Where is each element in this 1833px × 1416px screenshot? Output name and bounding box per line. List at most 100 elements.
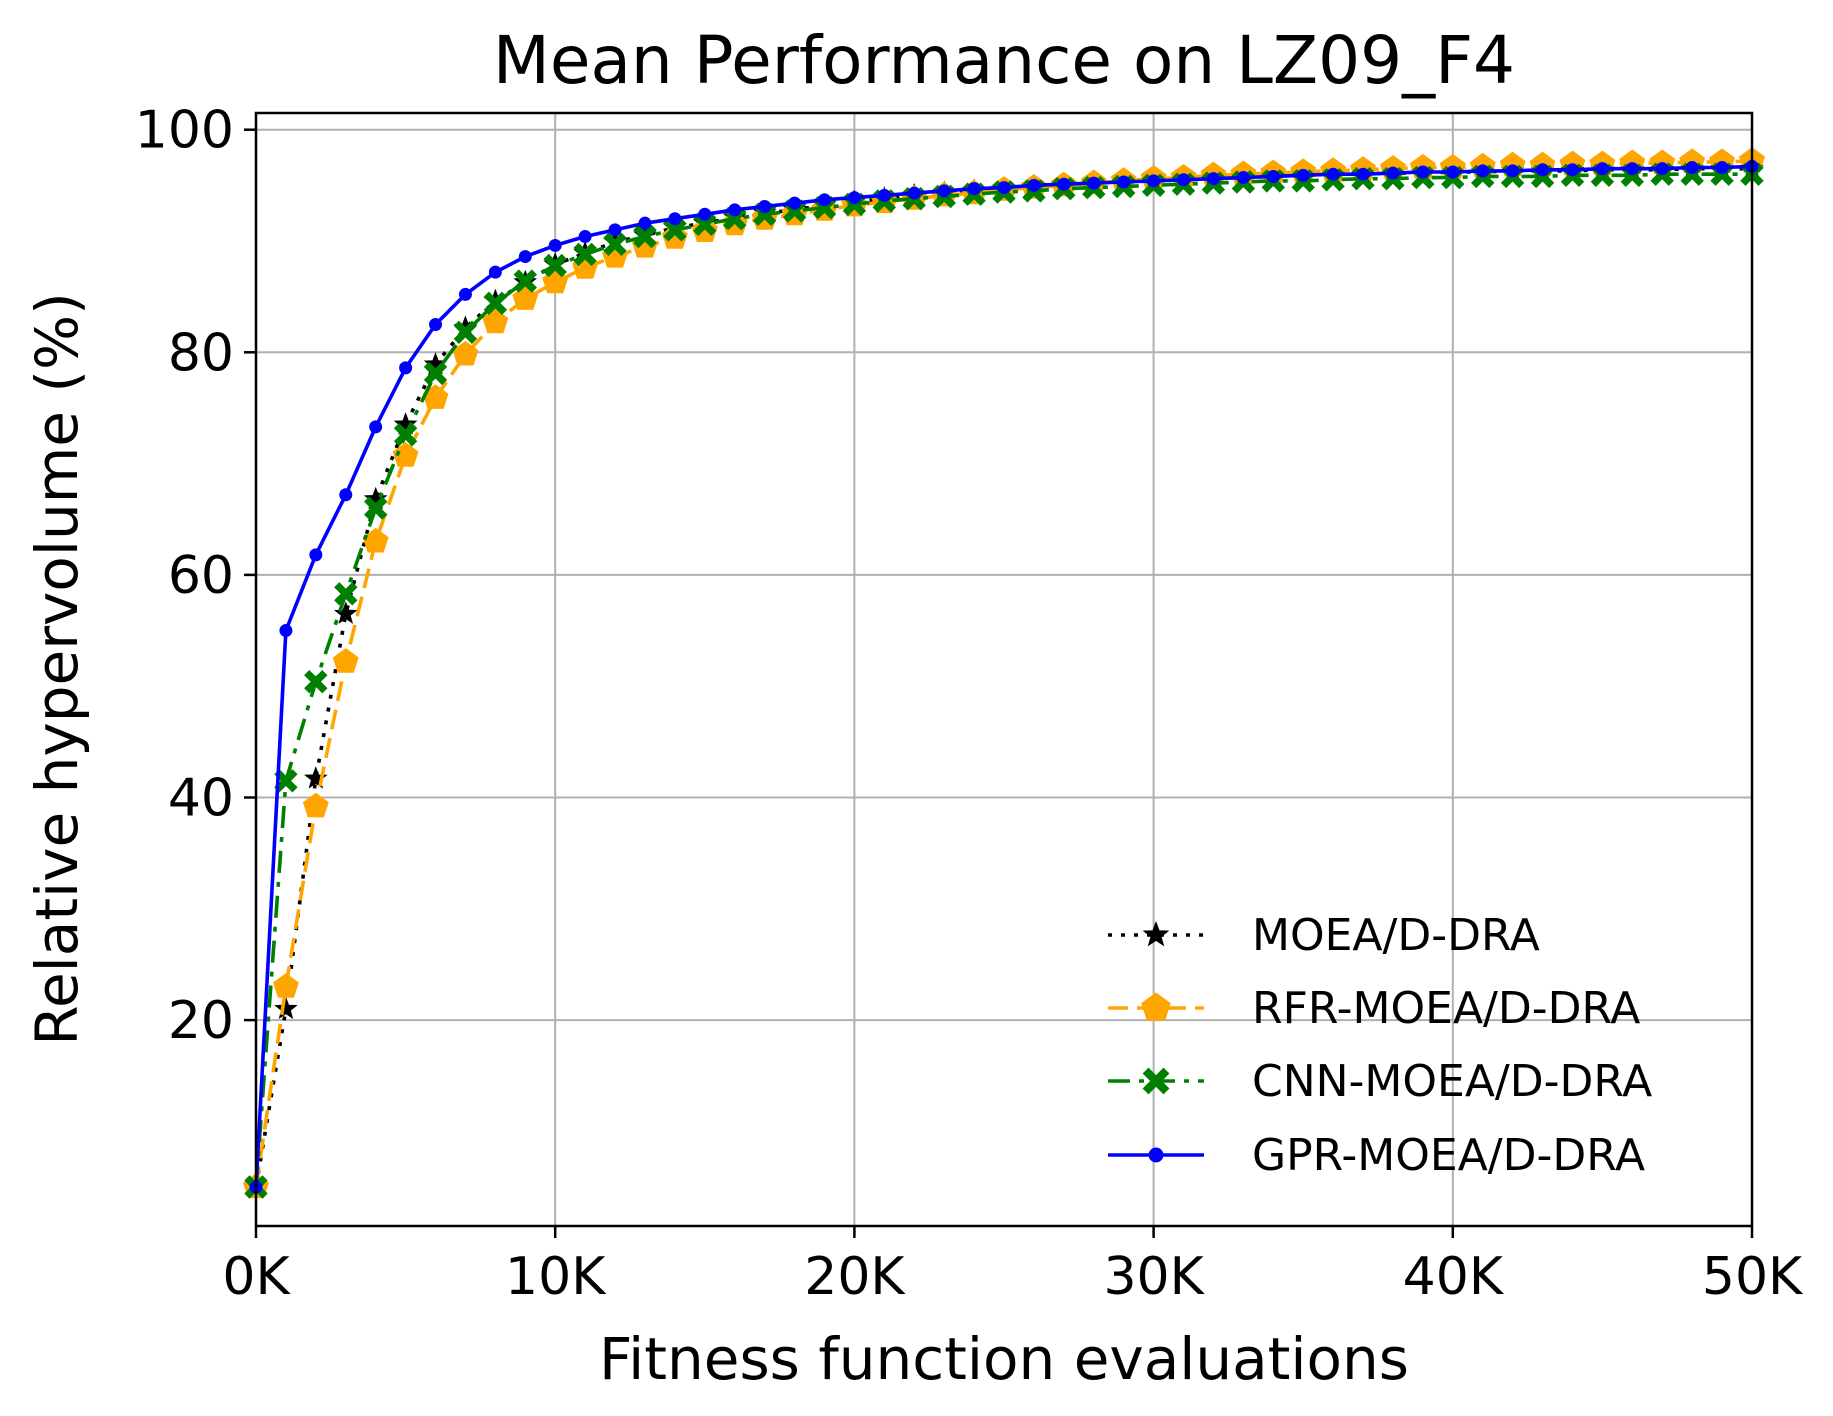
data-point: [847, 191, 861, 205]
data-point: [483, 291, 508, 316]
data-point: [603, 232, 627, 257]
data-point: [698, 207, 712, 221]
legend-label: RFR-MOEA/D-DRA: [1252, 983, 1640, 1034]
data-point: [518, 250, 532, 264]
legend-marker: [1148, 1147, 1164, 1163]
data-point: [513, 269, 538, 293]
data-point: [548, 238, 562, 252]
data-point: [668, 212, 682, 226]
data-point: [393, 412, 418, 435]
legend-marker: [1141, 992, 1171, 1021]
data-point: [1356, 167, 1370, 181]
data-point: [1416, 165, 1430, 179]
x-tick-label: 10K: [505, 1247, 607, 1307]
data-point: [663, 218, 687, 242]
data-point: [392, 442, 419, 467]
legend-label: GPR-MOEA/D-DRA: [1252, 1130, 1645, 1181]
x-tick-label: 40K: [1403, 1247, 1505, 1307]
data-point: [1027, 178, 1041, 192]
data-point: [608, 223, 622, 237]
data-point: [788, 196, 802, 210]
data-point: [1236, 171, 1250, 185]
data-point: [274, 996, 298, 1020]
x-tick-label: 30K: [1103, 1247, 1205, 1307]
data-point: [1536, 163, 1550, 177]
plot-frame: [254, 111, 1754, 1228]
data-point: [488, 265, 502, 279]
data-point: [1296, 168, 1310, 182]
y-tick-label: 80: [168, 323, 234, 383]
data-point: [1206, 172, 1220, 186]
data-point: [638, 216, 652, 230]
data-point: [543, 253, 567, 278]
y-tick-label: 100: [135, 101, 234, 161]
x-tick-label: 50K: [1702, 1247, 1804, 1307]
data-point: [1266, 169, 1280, 183]
data-point: [1595, 162, 1609, 176]
data-point: [1386, 166, 1400, 180]
data-point: [1565, 163, 1579, 177]
data-point: [1655, 162, 1669, 176]
data-point: [482, 308, 509, 334]
data-point: [578, 230, 592, 244]
legend-label: CNN-MOEA/D-DRA: [1252, 1056, 1652, 1107]
x-tick-labels: 0K 10K 20K 30K 40K 50K: [222, 1247, 1804, 1307]
data-point: [363, 496, 388, 520]
y-axis-label: Relative hypervolume (%): [23, 292, 91, 1045]
legend-marker: [1142, 920, 1170, 947]
data-point: [1117, 175, 1131, 189]
data-point: [1685, 161, 1699, 175]
data-point: [309, 548, 323, 562]
data-point: [274, 769, 298, 793]
data-point: [1147, 174, 1161, 188]
data-point: [453, 320, 478, 345]
data-point: [1715, 161, 1729, 175]
y-tick-labels: 20 40 60 80 100: [135, 101, 234, 1051]
data-point: [633, 224, 657, 249]
x-axis-label: Fitness function evaluations: [599, 1325, 1409, 1393]
data-point: [907, 186, 921, 200]
y-tick-label: 20: [168, 991, 234, 1051]
legend-label: MOEA/D-DRA: [1252, 910, 1540, 961]
data-point: [1625, 162, 1639, 176]
y-tick-label: 60: [168, 546, 234, 606]
data-point: [1057, 177, 1071, 191]
data-point: [728, 203, 742, 217]
legend: MOEA/D-DRA RFR-MOEA/D-DRA CNN-MOEA/D-DRA GP…: [1108, 910, 1652, 1181]
data-point: [302, 792, 329, 818]
data-point: [758, 199, 772, 213]
legend-marker: [1142, 1067, 1170, 1095]
data-point: [1087, 176, 1101, 190]
data-point: [573, 242, 597, 267]
data-point: [304, 669, 328, 694]
data-point: [369, 420, 383, 434]
y-tick-label: 40: [168, 768, 234, 828]
data-point: [877, 188, 891, 202]
series-layer: [243, 147, 1765, 1199]
chart-title: Mean Performance on LZ09_F4: [493, 22, 1515, 99]
data-point: [997, 181, 1011, 195]
data-point: [333, 601, 358, 624]
data-point: [817, 193, 831, 207]
data-point: [334, 582, 358, 606]
data-point: [1506, 164, 1520, 178]
tick-marks: [244, 128, 1754, 1238]
data-point: [1446, 165, 1460, 179]
data-point: [273, 973, 299, 998]
x-tick-label: 20K: [804, 1247, 906, 1307]
data-point: [399, 361, 413, 375]
data-point: [1326, 167, 1340, 181]
x-tick-label: 0K: [222, 1247, 291, 1307]
data-point: [423, 361, 448, 386]
data-point: [1476, 164, 1490, 178]
data-point: [332, 648, 359, 673]
data-point: [1177, 173, 1191, 187]
data-point: [429, 317, 443, 331]
data-point: [967, 182, 981, 196]
data-point: [937, 184, 951, 198]
data-point: [339, 488, 353, 502]
data-point: [458, 287, 472, 301]
data-point: [279, 624, 293, 638]
data-point: [393, 422, 418, 447]
